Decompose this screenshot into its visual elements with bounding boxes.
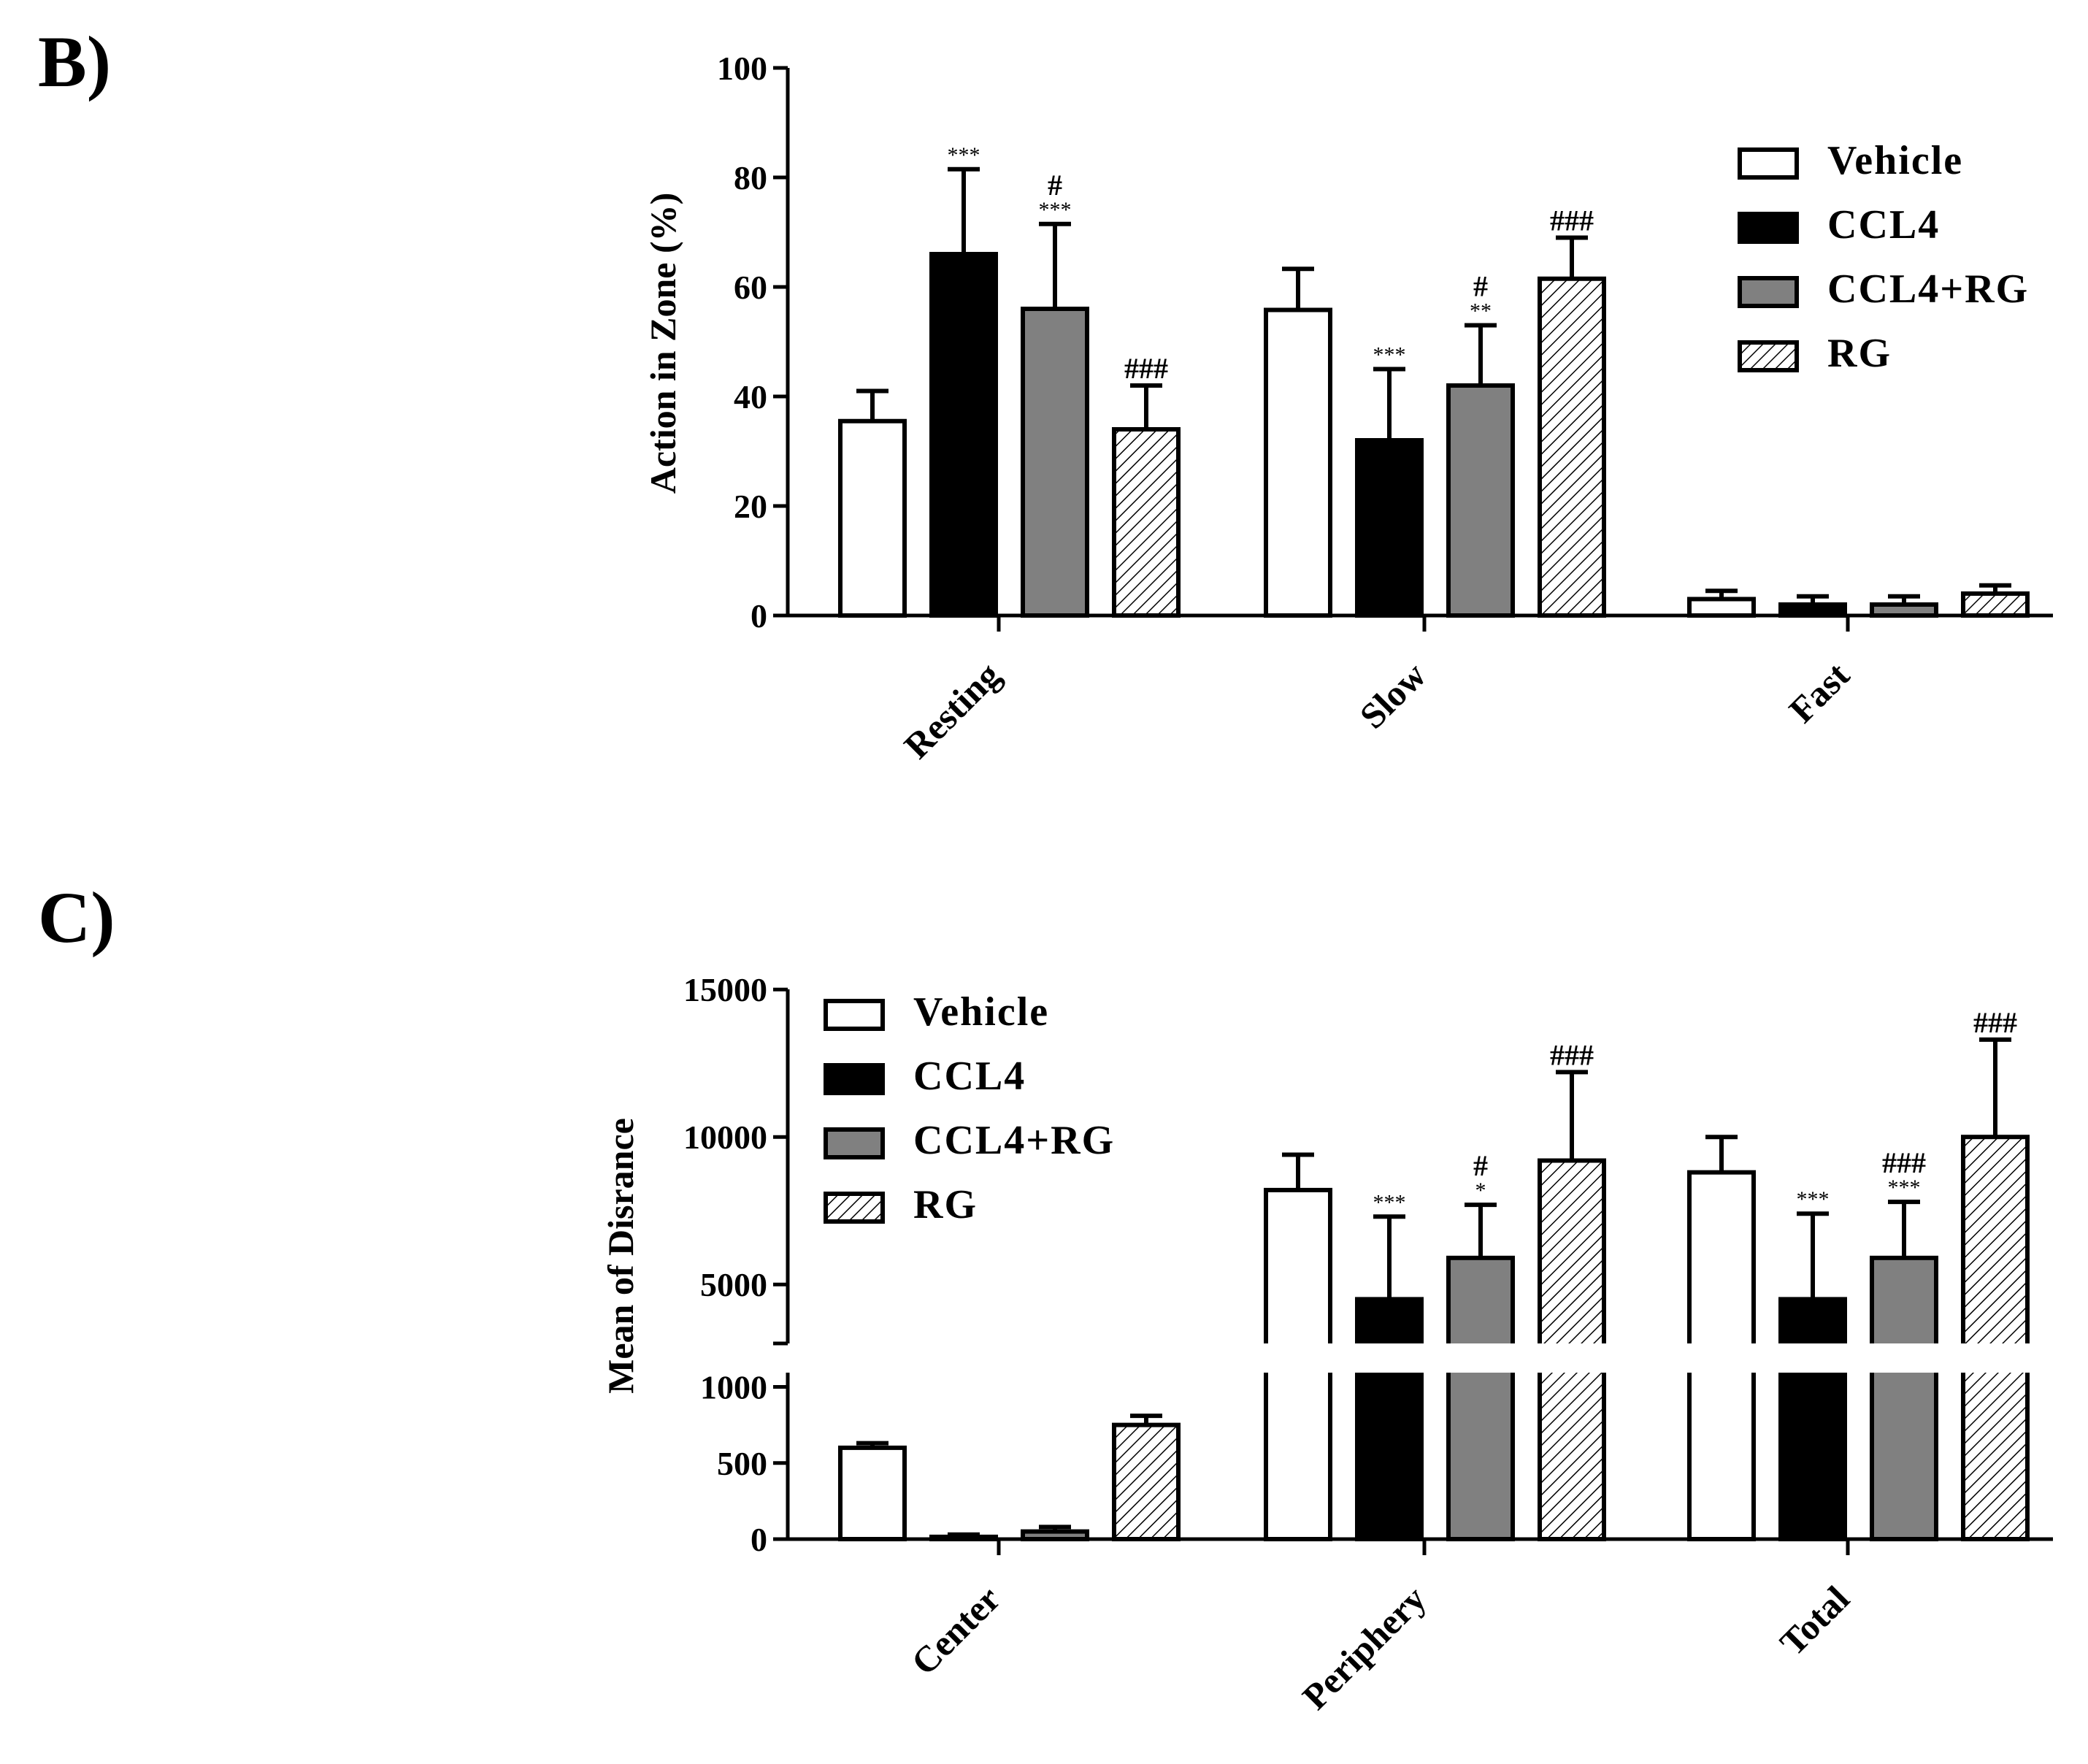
- panel-b-bar-ccl4-fast: [1778, 602, 1847, 618]
- panel-b-legend-swatch-ccl4-rg: [1738, 276, 1799, 308]
- panel-b-legend-label-ccl4-rg: CCL4+RG: [1827, 266, 2029, 312]
- panel-c-legend: Vehicle CCL4 CCL4+RG RG: [824, 989, 1115, 1227]
- panel-c-label: C): [38, 877, 115, 958]
- panel-b-ytick-label: 40: [734, 378, 767, 415]
- panel-c-sig-star: ***: [1373, 1190, 1406, 1214]
- panel-c: C) Mean of Disrance 0 500 1000 5000 10000 150…: [38, 877, 2053, 1717]
- panel-b-bar-rg-resting: [1112, 427, 1181, 618]
- panel-c-sig-star: ***: [1888, 1176, 1921, 1200]
- panel-b-category-resting: Resting: [896, 654, 1008, 767]
- panel-c-category-total: Total: [1772, 1578, 1857, 1663]
- panel-b-sig-hash: ###: [1550, 204, 1594, 237]
- panel-c-bar-ccl4-periphery: [1355, 1297, 1424, 1542]
- panel-b-ytick-label: 100: [717, 50, 767, 87]
- panel-b-sig-star: ***: [1039, 198, 1072, 222]
- panel-c-bar-rg-center: [1112, 1422, 1181, 1541]
- panel-c-bar-ccl4-rg-total: [1870, 1255, 1938, 1541]
- panel-b-legend: Vehicle CCL4 CCL4+RG RG: [1738, 138, 2029, 376]
- panel-c-sig-hash: ###: [1973, 1006, 2017, 1039]
- panel-c-ylabel: Mean of Disrance: [600, 1118, 641, 1394]
- panel-c-legend-label-rg: RG: [913, 1182, 978, 1227]
- panel-c-bar-ccl4-rg-center: [1021, 1529, 1089, 1541]
- panel-c-legend-swatch-ccl4: [824, 1063, 885, 1095]
- panel-b-legend-label-rg: RG: [1827, 331, 1892, 376]
- panel-b-ytick-label: 0: [751, 597, 767, 634]
- panel-b-ytick-label: 60: [734, 269, 767, 306]
- panel-c-ytick-label: 500: [717, 1445, 767, 1482]
- panel-b-legend-swatch-vehicle: [1738, 147, 1799, 180]
- panel-b-bar-rg-fast: [1961, 591, 2030, 618]
- panel-c-axis-break-gap: [1241, 1343, 2053, 1373]
- panel-c-legend-swatch-ccl4-rg: [824, 1127, 885, 1159]
- panel-c-bar-ccl4-rg-periphery: [1446, 1255, 1515, 1541]
- panel-c-sig-hash: ###: [1550, 1038, 1594, 1071]
- panel-c-ytick-label: 0: [751, 1521, 767, 1558]
- panel-b-bar-vehicle-slow: [1264, 307, 1332, 618]
- panel-b-legend-label-vehicle: Vehicle: [1827, 138, 1963, 183]
- panel-b-sig-star: ***: [948, 143, 980, 167]
- panel-b-sig-star: ***: [1373, 343, 1406, 367]
- panel-b-legend-label-ccl4: CCL4: [1827, 202, 1940, 248]
- panel-b-sig-star: **: [1470, 299, 1492, 323]
- panel-c-bar-ccl4-total: [1778, 1297, 1847, 1542]
- panel-c-sig-star: ***: [1797, 1187, 1830, 1211]
- panel-b-legend-swatch-rg: [1738, 340, 1799, 372]
- panel-c-sig-hash: #: [1473, 1149, 1488, 1182]
- panel-b-ylabel: Action in Zone (%): [642, 193, 683, 494]
- panel-c-bar-ccl4-center: [929, 1534, 998, 1542]
- panel-b-bar-ccl4-rg-slow: [1446, 383, 1515, 618]
- panel-c-legend-swatch-rg: [824, 1192, 885, 1224]
- panel-c-ytick-label: 10000: [683, 1119, 767, 1156]
- panel-b-bar-vehicle-resting: [838, 418, 907, 618]
- panel-b-bar-ccl4-slow: [1355, 438, 1424, 618]
- panel-b-sig-hash: #: [1473, 270, 1488, 303]
- panel-b-ytick-label: 80: [734, 159, 767, 196]
- panel-c-ytick-label: 5000: [700, 1266, 767, 1303]
- panel-b: B) Action in Zone (%) 0 20 40 60 80 100 Resti…: [38, 21, 2053, 767]
- panel-c-bar-vehicle-center: [838, 1445, 907, 1542]
- panel-c-category-periphery: Periphery: [1294, 1578, 1434, 1717]
- panel-b-bar-rg-slow: [1538, 276, 1606, 618]
- panel-b-category-fast: Fast: [1781, 654, 1857, 731]
- panel-c-legend-label-vehicle: Vehicle: [913, 989, 1049, 1035]
- panel-c-ytick-label: 15000: [683, 971, 767, 1008]
- panel-b-ytick-label: 20: [734, 488, 767, 525]
- panel-c-sig-hash: ###: [1882, 1146, 1926, 1179]
- panel-b-sig-hash: #: [1048, 169, 1062, 202]
- panel-c-sig-star: *: [1475, 1178, 1486, 1203]
- panel-c-legend-swatch-vehicle: [824, 999, 885, 1031]
- panel-c-ytick-label: 1000: [700, 1369, 767, 1406]
- panel-b-label: B): [38, 21, 111, 102]
- panel-b-category-slow: Slow: [1351, 654, 1433, 736]
- panel-c-bar-rg-total: [1961, 1135, 2030, 1541]
- panel-b-bar-ccl4-resting: [929, 252, 998, 618]
- panel-c-legend-label-ccl4-rg: CCL4+RG: [913, 1118, 1115, 1163]
- panel-b-bar-vehicle-fast: [1687, 597, 1756, 618]
- panel-b-bar-ccl4-rg-resting: [1021, 307, 1089, 618]
- panel-b-bar-ccl4-rg-fast: [1870, 602, 1938, 618]
- panel-c-legend-label-ccl4: CCL4: [913, 1054, 1026, 1099]
- panel-b-legend-swatch-ccl4: [1738, 212, 1799, 244]
- panel-b-sig-hash: ###: [1124, 352, 1168, 385]
- panel-c-category-center: Center: [903, 1578, 1008, 1683]
